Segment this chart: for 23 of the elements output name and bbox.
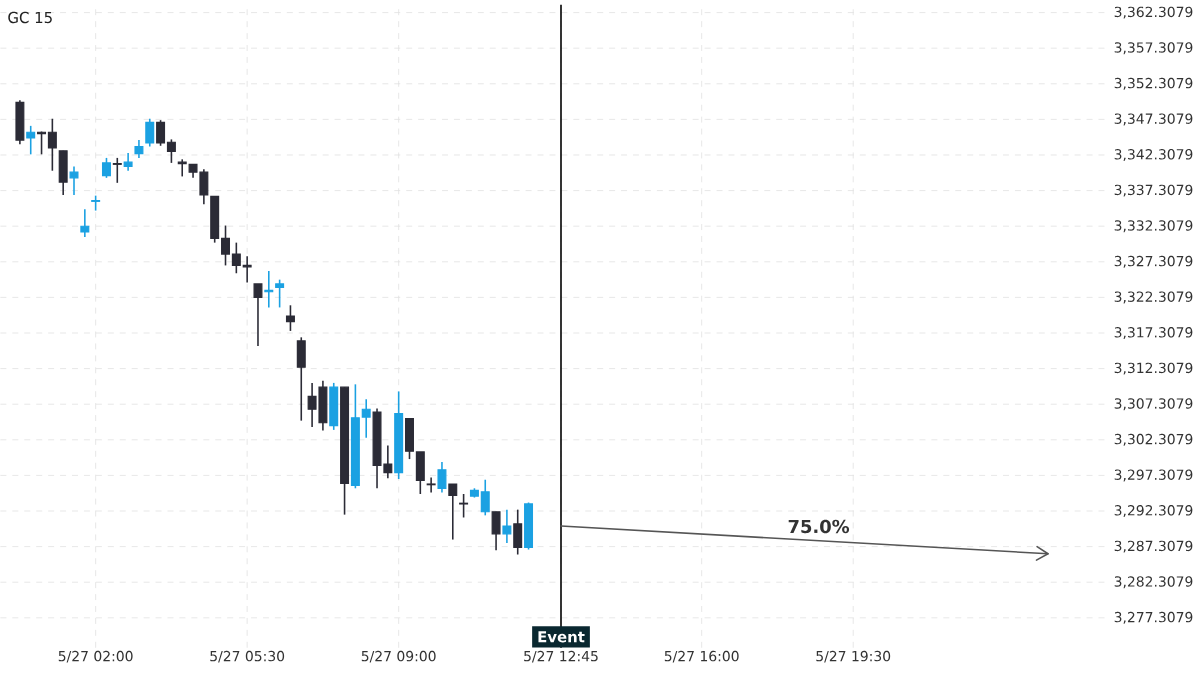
candlestick <box>145 118 155 148</box>
annotation: 75.0% <box>788 519 850 534</box>
candlestick <box>101 157 111 179</box>
candlestick <box>426 476 436 494</box>
candlestick <box>58 150 68 196</box>
candlestick <box>329 382 339 431</box>
candlestick <box>448 483 458 541</box>
candlestick <box>296 336 306 422</box>
candlestick <box>26 125 36 156</box>
candlestick <box>437 461 447 494</box>
candlestick <box>80 208 90 238</box>
candlestick <box>112 157 122 184</box>
candlestick <box>275 278 285 309</box>
candlestick <box>15 99 25 146</box>
candlestick <box>491 511 501 552</box>
candlestick <box>524 501 534 551</box>
candlestick <box>123 152 133 172</box>
candlestick <box>69 165 79 196</box>
candlestick <box>502 508 512 545</box>
candlestick <box>459 493 469 519</box>
candlestick <box>513 508 523 556</box>
candlestick <box>253 283 263 347</box>
candlestick <box>285 304 295 332</box>
